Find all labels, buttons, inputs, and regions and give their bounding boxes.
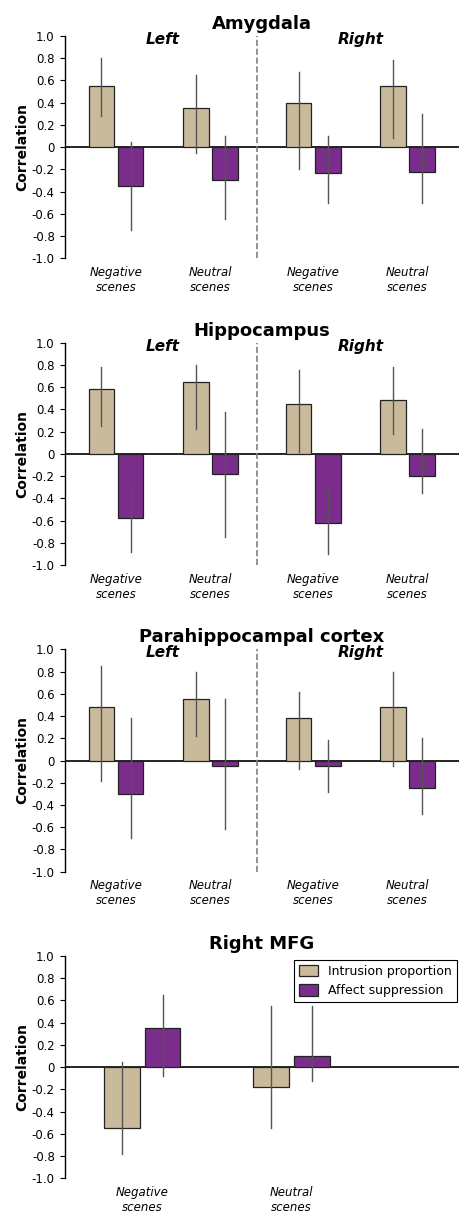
- Y-axis label: Correlation: Correlation: [15, 409, 29, 498]
- Y-axis label: Correlation: Correlation: [15, 103, 29, 192]
- Bar: [104, 1067, 140, 1128]
- Text: Right: Right: [337, 32, 383, 47]
- Text: Left: Left: [146, 32, 180, 47]
- Bar: [315, 454, 341, 522]
- Text: Right: Right: [337, 339, 383, 354]
- Bar: [286, 103, 311, 147]
- Bar: [294, 1056, 330, 1067]
- Bar: [409, 147, 435, 172]
- Title: Right MFG: Right MFG: [209, 935, 314, 952]
- Title: Amygdala: Amygdala: [212, 15, 312, 33]
- Text: Left: Left: [146, 339, 180, 354]
- Bar: [212, 761, 238, 766]
- Bar: [183, 381, 209, 454]
- Bar: [409, 454, 435, 476]
- Y-axis label: Correlation: Correlation: [15, 717, 29, 805]
- Bar: [409, 761, 435, 788]
- Bar: [380, 707, 406, 761]
- Title: Parahippocampal cortex: Parahippocampal cortex: [139, 628, 384, 646]
- Bar: [118, 147, 144, 186]
- Bar: [145, 1029, 181, 1067]
- Bar: [89, 390, 114, 454]
- Bar: [315, 761, 341, 766]
- Bar: [286, 718, 311, 761]
- Bar: [89, 86, 114, 147]
- Bar: [380, 86, 406, 147]
- Bar: [118, 761, 144, 794]
- Bar: [286, 404, 311, 454]
- Bar: [212, 454, 238, 474]
- Bar: [380, 401, 406, 454]
- Bar: [254, 1067, 289, 1088]
- Bar: [118, 454, 144, 519]
- Title: Hippocampus: Hippocampus: [193, 322, 330, 339]
- Bar: [89, 707, 114, 761]
- Legend: Intrusion proportion, Affect suppression: Intrusion proportion, Affect suppression: [294, 960, 456, 1003]
- Text: Right: Right: [337, 645, 383, 660]
- Y-axis label: Correlation: Correlation: [15, 1024, 29, 1111]
- Bar: [315, 147, 341, 173]
- Bar: [212, 147, 238, 181]
- Text: Left: Left: [146, 645, 180, 660]
- Bar: [183, 108, 209, 147]
- Bar: [183, 699, 209, 761]
